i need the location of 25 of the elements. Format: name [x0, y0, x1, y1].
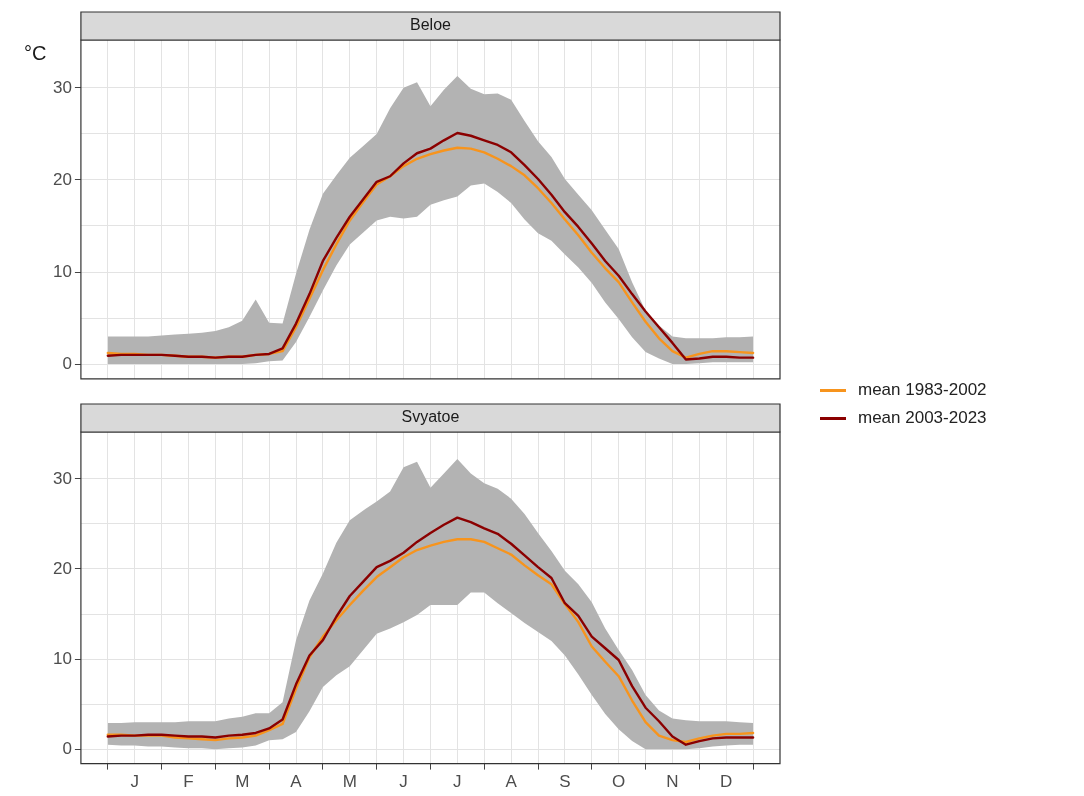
y-tick-label: 20 — [52, 169, 72, 189]
y-axis-title: °C — [24, 41, 47, 64]
legend-label: mean 2003-2023 — [858, 408, 987, 428]
y-tick-label: 30 — [52, 468, 72, 488]
x-tick-label: N — [666, 772, 679, 792]
x-tick-label: M — [342, 772, 357, 792]
y-tick-label: 0 — [62, 353, 72, 373]
x-tick-label: O — [612, 772, 626, 792]
chart-title: Svyatoe — [401, 408, 460, 426]
x-tick-label: J — [399, 772, 408, 792]
x-tick-label: M — [235, 772, 250, 792]
x-tick-label: S — [559, 772, 571, 792]
y-tick-label: 10 — [52, 648, 72, 668]
x-tick-label: A — [290, 772, 303, 792]
y-tick-label: 0 — [62, 738, 72, 758]
legend-label: mean 1983-2002 — [858, 380, 987, 400]
x-tick-label: J — [130, 772, 139, 792]
y-tick-label: 10 — [52, 261, 72, 281]
y-tick-label: 30 — [52, 77, 72, 97]
y-tick-label: 20 — [52, 558, 72, 578]
chart-title: Beloe — [409, 16, 452, 34]
x-tick-label: A — [505, 772, 518, 792]
x-tick-label: J — [453, 772, 462, 792]
x-tick-label: F — [183, 772, 194, 792]
x-tick-label: D — [720, 772, 733, 792]
